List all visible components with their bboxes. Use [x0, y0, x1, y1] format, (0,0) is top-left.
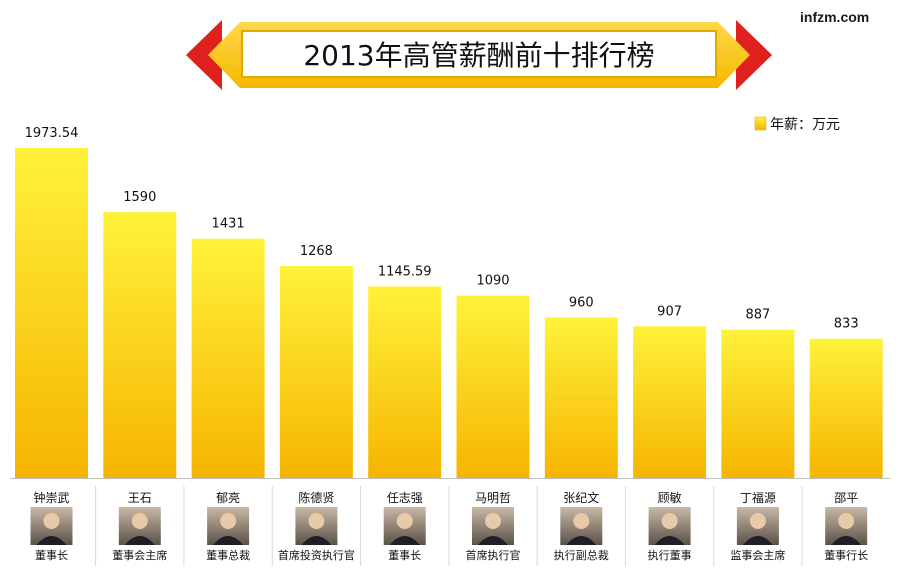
value-label-4: 1268 [300, 244, 333, 259]
value-label-3: 1431 [212, 217, 245, 232]
avatar-suit [831, 536, 862, 545]
person-role-10: 董事行长 [824, 549, 868, 562]
left-arrow-head [186, 20, 222, 90]
person-role-2: 董事会主席 [112, 548, 167, 562]
avatar-suit [566, 536, 597, 545]
bar-3 [191, 238, 265, 478]
avatar-suit [742, 536, 773, 545]
bar-10 [809, 338, 883, 478]
avatar-suit [36, 536, 67, 545]
avatar-suit [301, 536, 332, 545]
avatar-face [573, 513, 590, 529]
value-label-2: 1590 [123, 190, 156, 205]
avatar-suit [478, 536, 508, 545]
avatar-suit [124, 536, 155, 545]
legend-swatch [754, 116, 767, 131]
person-role-1: 董事长 [35, 549, 68, 562]
bar-9 [721, 329, 795, 478]
avatar-face [749, 513, 766, 529]
bar-4 [279, 265, 353, 478]
person-name-8: 顾敏 [658, 490, 682, 505]
bar-2 [103, 212, 177, 478]
value-label-7: 960 [569, 295, 594, 310]
bar-6 [456, 295, 530, 478]
person-role-5: 董事长 [388, 549, 421, 562]
person-role-6: 首席执行官 [466, 548, 521, 562]
person-role-9: 监事会主席 [730, 548, 785, 562]
value-label-10: 833 [834, 317, 859, 332]
person-role-3: 董事总裁 [206, 548, 250, 562]
avatar-face [131, 513, 148, 529]
person-role-8: 执行董事 [648, 548, 692, 562]
person-role-4: 首席投资执行官 [278, 548, 355, 562]
title-box [241, 30, 717, 78]
person-name-9: 丁福源 [740, 490, 776, 505]
value-label-1: 1973.54 [25, 126, 79, 141]
bar-7 [544, 317, 618, 478]
chart-title: 2013年高管薪酬前十排行榜 [303, 39, 654, 72]
value-label-8: 907 [657, 304, 682, 319]
avatar-suit [654, 536, 685, 545]
avatar-face [838, 513, 855, 529]
person-name-3: 郁亮 [216, 490, 240, 505]
bar-8 [633, 326, 707, 478]
avatar-face [396, 513, 413, 529]
value-label-5: 1145.59 [378, 264, 432, 279]
person-name-1: 钟崇武 [33, 490, 69, 505]
right-arrow-head [736, 20, 772, 90]
person-name-6: 马明哲 [475, 491, 511, 505]
person-name-10: 邵平 [834, 491, 858, 505]
bar-1 [15, 148, 88, 478]
person-name-7: 张纪文 [563, 490, 599, 505]
watermark: infzm.com [800, 9, 870, 25]
avatar-face [308, 513, 325, 529]
legend-label: 年薪：万元 [770, 117, 840, 133]
avatar-face [43, 513, 60, 529]
bar-5 [368, 286, 442, 478]
person-name-4: 陈德贤 [298, 490, 334, 505]
avatar-face [485, 513, 501, 529]
avatar-suit [389, 536, 420, 545]
value-label-9: 887 [745, 308, 770, 323]
avatar-face [661, 513, 678, 529]
person-name-2: 王石 [128, 491, 152, 505]
person-role-7: 执行副总裁 [554, 548, 609, 562]
avatar-suit [213, 536, 244, 545]
value-label-6: 1090 [476, 274, 509, 289]
avatar-face [220, 513, 237, 529]
person-name-5: 任志强 [387, 491, 423, 505]
